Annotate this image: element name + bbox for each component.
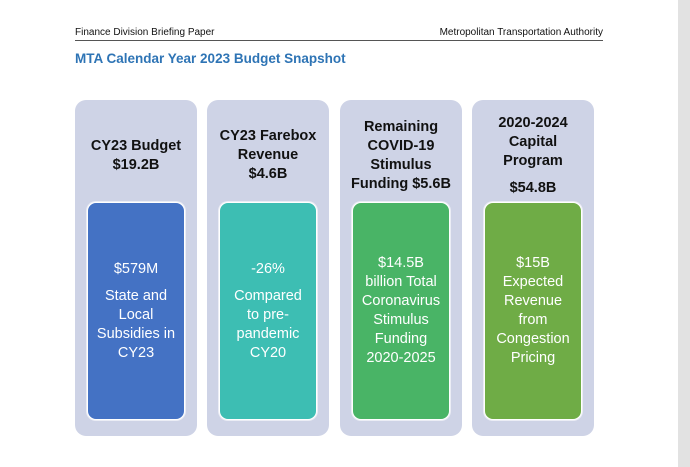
detail-description: billion Total Coronavirus Stimulus Fundi… (361, 274, 441, 366)
card-heading-line1: Remaining COVID-19 Stimulus Funding $5.6… (351, 118, 451, 192)
card-heading-line2: $4.6B (248, 166, 288, 182)
budget-detail-box: $579M State and Local Subsidies in CY23 (87, 202, 185, 420)
capital-detail-box: $15B Expected Revenue from Congestion Pr… (484, 202, 582, 420)
farebox-card: CY23 Farebox Revenue $4.6B -26% Compared… (207, 100, 329, 436)
budget-card: CY23 Budget $19.2B $579M State and Local… (75, 100, 197, 436)
stimulus-card: Remaining COVID-19 Stimulus Funding $5.6… (340, 100, 462, 436)
card-heading: Remaining COVID-19 Stimulus Funding $5.6… (340, 108, 462, 203)
card-heading-line1: CY23 Budget (90, 137, 182, 154)
detail-figure: $15B (516, 255, 550, 271)
capital-program-card: 2020-2024 Capital Program $54.8B $15B Ex… (472, 100, 594, 436)
detail-description: Expected Revenue from Congestion Pricing (496, 274, 570, 366)
page-title: MTA Calendar Year 2023 Budget Snapshot (75, 51, 346, 66)
card-heading: 2020-2024 Capital Program $54.8B (472, 108, 594, 203)
header-divider (75, 40, 603, 41)
header-left-text: Finance Division Briefing Paper (75, 27, 215, 38)
farebox-detail-box: -26% Compared to pre- pandemic CY20 (219, 202, 317, 420)
detail-figure: $14.5B (378, 255, 424, 271)
card-heading-line2: $19.2B (112, 156, 160, 173)
detail-figure: -26% (251, 260, 285, 277)
card-heading-line2: $54.8B (509, 179, 557, 196)
detail-description: Compared to pre- pandemic CY20 (234, 287, 302, 361)
detail-figure: $579M (113, 260, 159, 277)
card-heading-line1: CY23 Farebox Revenue (219, 128, 317, 163)
card-heading: CY23 Farebox Revenue $4.6B (207, 108, 329, 203)
header-right-text: Metropolitan Transportation Authority (439, 27, 603, 38)
detail-description: State and Local Subsidies in CY23 (96, 287, 176, 361)
page-edge (678, 0, 690, 467)
card-heading: CY23 Budget $19.2B (75, 108, 197, 203)
card-heading-line1: 2020-2024 Capital Program (498, 114, 568, 169)
stimulus-detail-box: $14.5B billion Total Coronavirus Stimulu… (352, 202, 450, 420)
